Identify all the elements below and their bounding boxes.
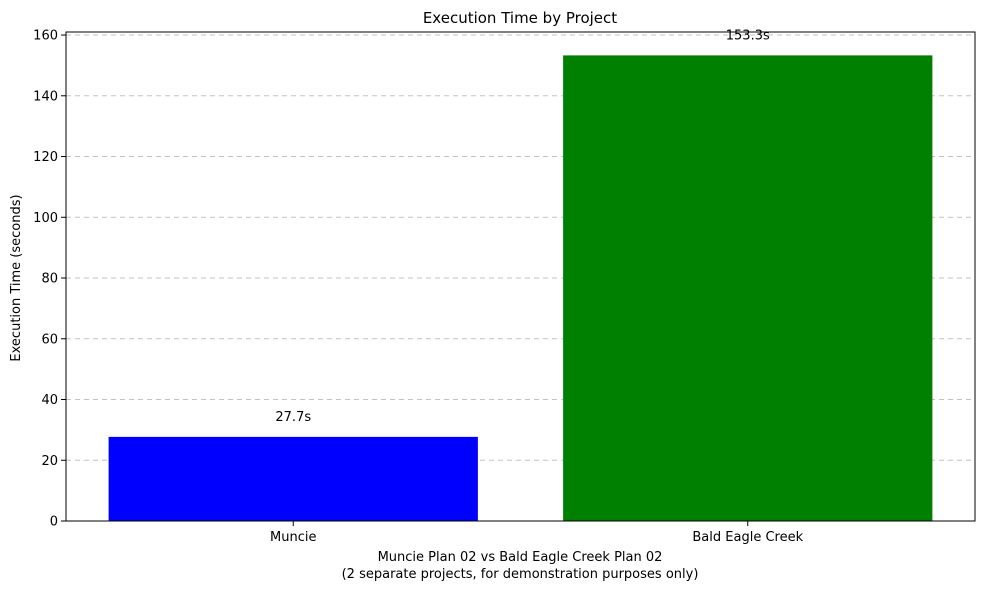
y-axis-label: Execution Time (seconds) <box>9 194 24 361</box>
y-tick-label: 40 <box>41 393 58 408</box>
data-label: 27.7s <box>275 410 311 425</box>
y-tick-label: 120 <box>33 150 58 165</box>
y-tick-label: 80 <box>41 272 58 287</box>
y-tick-label: 20 <box>41 454 58 469</box>
y-tick-label: 60 <box>41 332 58 347</box>
axes-frame <box>65 31 976 522</box>
x-axis-label-line2: (2 separate projects, for demonstration … <box>342 567 699 582</box>
bar-layer <box>108 55 933 521</box>
y-tick-label: 160 <box>33 29 58 44</box>
bar-muncie <box>108 436 478 521</box>
chart-title: Execution Time by Project <box>423 9 617 27</box>
x-tick-label: Bald Eagle Creek <box>692 530 803 545</box>
data-label: 153.3s <box>726 28 770 43</box>
x-tick-label: Muncie <box>270 530 316 545</box>
bar-bald-eagle-creek <box>563 55 933 521</box>
y-tick-label: 0 <box>50 515 58 530</box>
y-tick-label: 100 <box>33 211 58 226</box>
data-label-layer: 27.7s 153.3s <box>275 28 770 424</box>
x-axis-label: Muncie Plan 02 vs Bald Eagle Creek Plan … <box>378 550 663 565</box>
axes-frame-layer <box>65 31 976 522</box>
y-tick-label: 140 <box>33 89 58 104</box>
tick-layer: 0 20 40 60 80 100 120 140 160 Muncie Bald Eagle Cr… <box>33 29 803 545</box>
